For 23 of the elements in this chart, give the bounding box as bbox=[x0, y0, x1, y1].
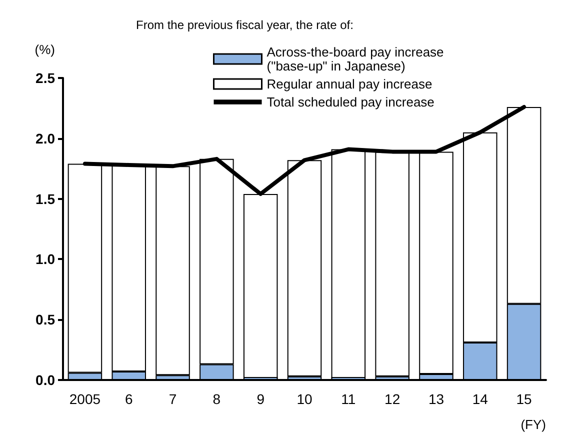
y-tick-label: 0.5 bbox=[36, 312, 56, 328]
y-tick-label: 1.5 bbox=[36, 190, 56, 207]
legend-label: Regular annual pay increase bbox=[266, 76, 432, 92]
x-tick-label: 10 bbox=[296, 391, 312, 407]
y-tick-label: 1.0 bbox=[36, 251, 56, 268]
x-tick-label: 15 bbox=[516, 391, 532, 407]
x-tick-label: 8 bbox=[212, 391, 221, 407]
y-tick-label: 0.0 bbox=[36, 372, 56, 388]
x-tick-label: 7 bbox=[168, 391, 177, 407]
legend-title: From the previous fiscal year, the rate of: bbox=[136, 18, 354, 32]
legend-label: Total scheduled pay increase bbox=[266, 94, 434, 110]
y-tick-label: 2.0 bbox=[36, 130, 56, 146]
x-tick-label: 2005 bbox=[69, 391, 101, 407]
x-tick-label: 14 bbox=[472, 391, 488, 407]
x-tick-label: 12 bbox=[384, 391, 400, 407]
x-tick-label: 11 bbox=[341, 391, 356, 407]
y-tick-label: 2.5 bbox=[36, 70, 56, 86]
x-tick-label: 6 bbox=[124, 391, 133, 407]
x-axis-title: (FY) bbox=[520, 417, 546, 432]
legend-label: Across-the-board pay increase ("base-up" in Japanese) bbox=[266, 44, 444, 74]
x-tick-label: 13 bbox=[428, 391, 444, 407]
y-axis-title: (%) bbox=[34, 42, 55, 57]
x-tick-label: 9 bbox=[256, 391, 265, 407]
